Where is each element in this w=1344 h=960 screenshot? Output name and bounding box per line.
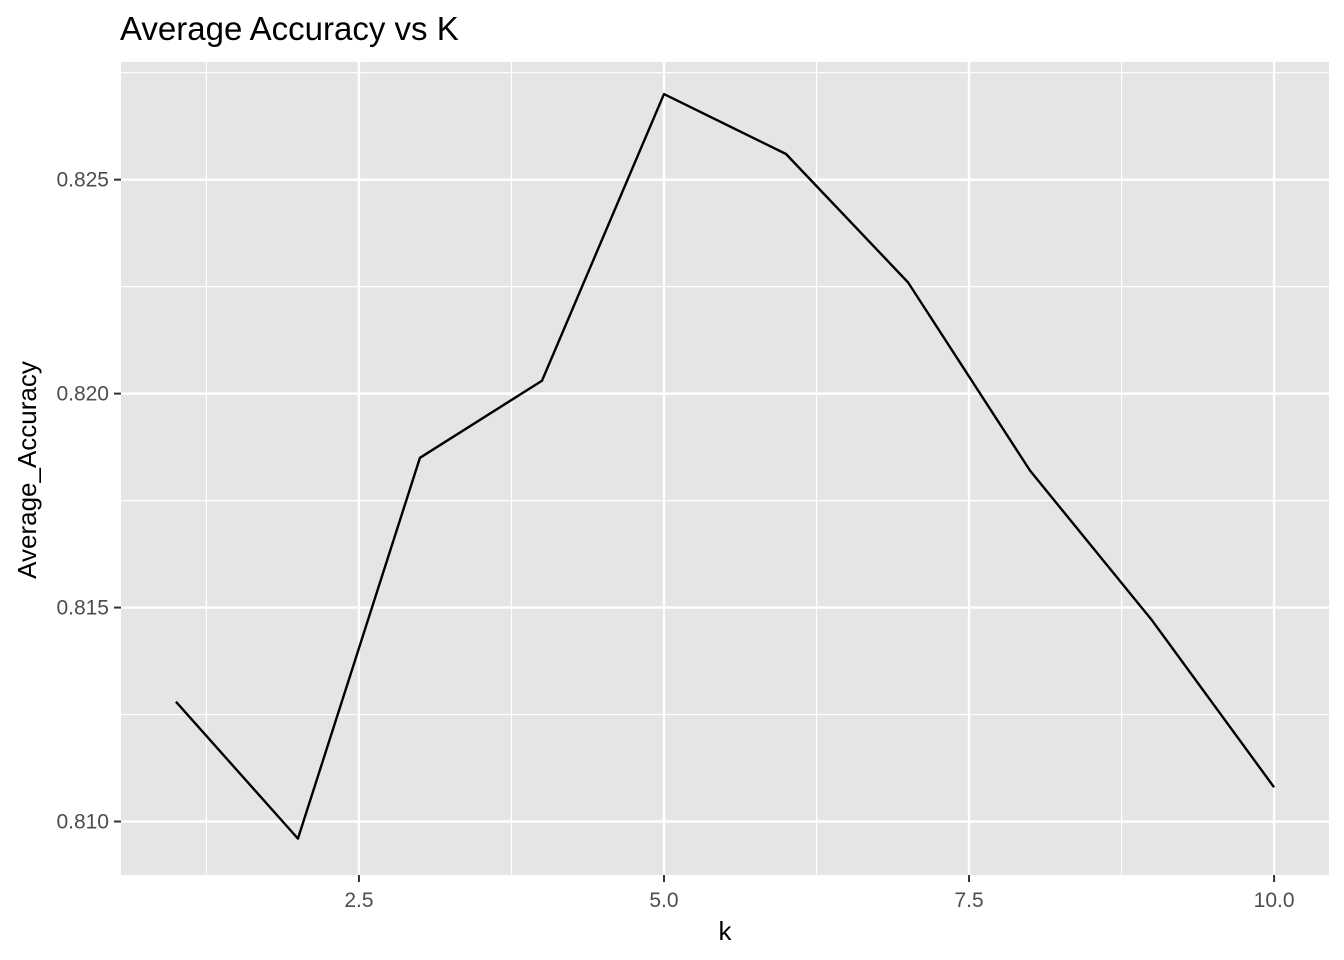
x-tick-label: 7.5 xyxy=(954,889,983,912)
plot-panel xyxy=(121,62,1329,875)
series-layer xyxy=(175,92,1276,840)
major-grid xyxy=(121,62,1329,875)
minor-grid xyxy=(121,62,1329,875)
y-tick-labels: 0.810 0.815 0.820 0.825 xyxy=(56,169,109,834)
tick-marks xyxy=(114,178,1276,882)
x-axis-title: k xyxy=(719,916,733,946)
y-tick-label: 0.820 xyxy=(56,383,109,406)
y-tick-label: 0.815 xyxy=(56,597,109,620)
x-tick-label: 10.0 xyxy=(1254,889,1295,912)
series-line xyxy=(175,92,1276,840)
x-tick-label: 2.5 xyxy=(344,889,373,912)
y-axis-title: Average_Accuracy xyxy=(12,361,42,579)
x-tick-label: 5.0 xyxy=(649,889,678,912)
x-tick-labels: 2.5 5.0 7.5 10.0 xyxy=(344,889,1294,912)
chart-title: Average Accuracy vs K xyxy=(120,10,459,47)
y-tick-label: 0.825 xyxy=(56,169,109,192)
y-tick-label: 0.810 xyxy=(56,811,109,834)
